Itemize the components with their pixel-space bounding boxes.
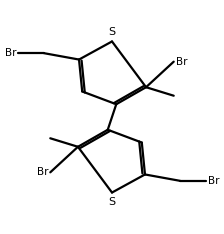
Text: Br: Br <box>208 176 219 186</box>
Text: Br: Br <box>37 167 48 177</box>
Text: Br: Br <box>5 48 16 58</box>
Text: S: S <box>108 197 116 207</box>
Text: S: S <box>108 27 116 37</box>
Text: Br: Br <box>176 57 187 67</box>
